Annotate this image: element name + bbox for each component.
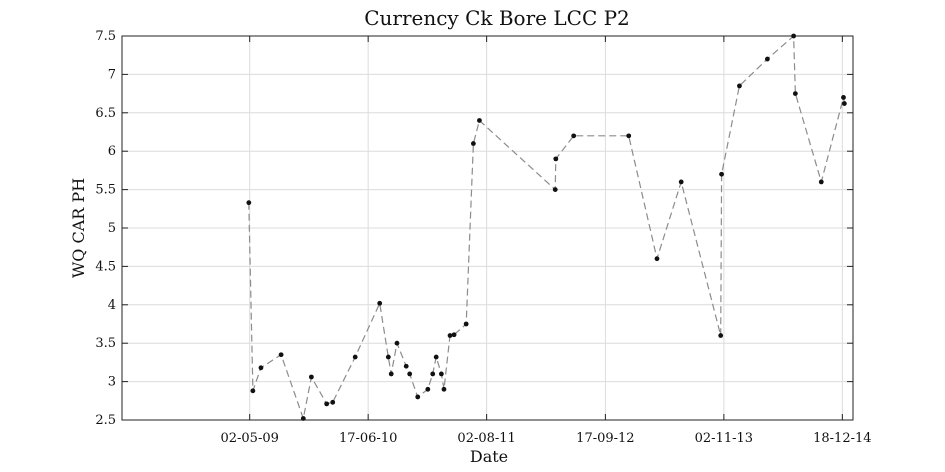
- data-point: [463, 321, 469, 327]
- x-axis-label: Date: [470, 447, 508, 466]
- data-point: [388, 371, 394, 377]
- data-point: [250, 388, 256, 394]
- x-tick-label: 02-11-13: [695, 431, 753, 446]
- y-tick-label: 3: [108, 375, 116, 390]
- series-line: [248, 34, 845, 421]
- data-point: [324, 401, 330, 407]
- grid: [122, 35, 853, 421]
- data-point: [415, 394, 421, 400]
- data-point: [626, 133, 632, 139]
- y-axis: 2.5 3 3.5 4 4.5 5 5.5 6 6.5 7 7.5: [95, 29, 853, 428]
- data-point: [451, 332, 457, 338]
- x-tick-label: 17-06-10: [339, 431, 397, 446]
- data-point: [394, 340, 400, 346]
- data-point: [441, 386, 447, 392]
- data-point: [841, 101, 847, 106]
- y-tick-label: 6: [108, 144, 116, 159]
- data-point: [737, 83, 742, 89]
- y-tick-label: 4.5: [95, 259, 116, 274]
- y-tick-label: 6.5: [95, 106, 116, 121]
- data-point: [308, 374, 314, 380]
- data-point: [300, 416, 306, 421]
- data-point: [278, 352, 284, 358]
- x-tick-label: 17-09-12: [576, 431, 634, 446]
- data-point: [330, 399, 336, 405]
- data-point: [433, 354, 439, 360]
- data-point: [246, 200, 252, 206]
- data-point: [258, 365, 264, 371]
- data-point: [403, 363, 409, 369]
- y-tick-label: 7: [108, 67, 116, 82]
- data-point: [407, 371, 413, 377]
- data-point: [470, 141, 476, 146]
- data-point: [552, 187, 558, 193]
- data-point: [553, 156, 559, 162]
- data-point: [425, 386, 431, 392]
- data-point: [447, 333, 453, 338]
- y-tick-label: 7.5: [95, 29, 116, 44]
- data-point: [718, 333, 724, 338]
- data-point: [841, 95, 846, 100]
- data-point: [764, 56, 770, 62]
- data-point: [377, 300, 383, 306]
- x-tick-label: 18-12-14: [813, 431, 871, 446]
- chart-title: Currency Ck Bore LCC P2: [364, 6, 630, 30]
- y-tick-label: 2.5: [95, 413, 116, 428]
- data-point: [719, 171, 724, 177]
- x-tick-label: 02-05-09: [220, 431, 278, 446]
- x-axis: 02-05-09 17-06-10 02-08-11 17-09-12 02-11-13…: [220, 36, 872, 446]
- x-tick-label: 02-08-11: [457, 431, 515, 446]
- data-point: [654, 256, 660, 262]
- series: [246, 33, 847, 421]
- data-point: [477, 118, 482, 123]
- data-point: [791, 33, 797, 39]
- y-tick-label: 5: [108, 221, 116, 236]
- y-tick-label: 3.5: [95, 336, 116, 351]
- y-axis-label: WQ CAR PH: [69, 178, 88, 278]
- data-point: [352, 354, 358, 360]
- y-tick-label: 5.5: [95, 183, 116, 198]
- data-point: [678, 179, 684, 185]
- data-point: [571, 133, 577, 139]
- data-point: [818, 179, 824, 185]
- y-tick-label: 4: [108, 298, 116, 313]
- data-point: [438, 371, 444, 377]
- data-point: [792, 91, 798, 96]
- data-point: [430, 371, 436, 377]
- data-point: [385, 354, 391, 360]
